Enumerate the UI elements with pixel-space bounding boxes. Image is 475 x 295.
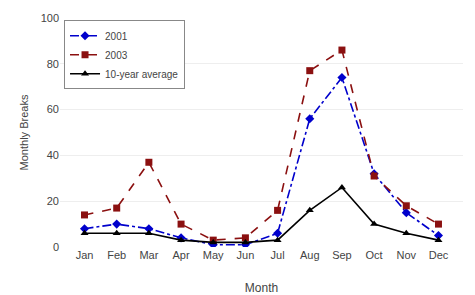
svg-text:Aug: Aug — [300, 249, 320, 261]
svg-text:Jun: Jun — [237, 249, 255, 261]
svg-text:10-year average: 10-year average — [105, 69, 178, 80]
svg-text:Monthly Breaks: Monthly Breaks — [18, 94, 30, 170]
svg-text:60: 60 — [47, 103, 59, 115]
svg-text:Nov: Nov — [397, 249, 417, 261]
svg-text:0: 0 — [53, 241, 59, 253]
svg-text:May: May — [203, 249, 224, 261]
svg-text:20: 20 — [47, 195, 59, 207]
svg-text:80: 80 — [47, 58, 59, 70]
svg-text:Dec: Dec — [429, 249, 449, 261]
svg-text:Month: Month — [245, 281, 278, 295]
svg-text:Apr: Apr — [172, 249, 189, 261]
svg-text:Mar: Mar — [139, 249, 158, 261]
svg-text:Jan: Jan — [76, 249, 94, 261]
svg-text:40: 40 — [47, 149, 59, 161]
svg-text:Feb: Feb — [107, 249, 126, 261]
svg-text:Jul: Jul — [271, 249, 285, 261]
svg-text:2003: 2003 — [105, 50, 128, 61]
svg-text:Oct: Oct — [366, 249, 383, 261]
svg-text:Sep: Sep — [332, 249, 352, 261]
svg-text:100: 100 — [41, 12, 59, 24]
svg-text:2001: 2001 — [105, 31, 128, 42]
